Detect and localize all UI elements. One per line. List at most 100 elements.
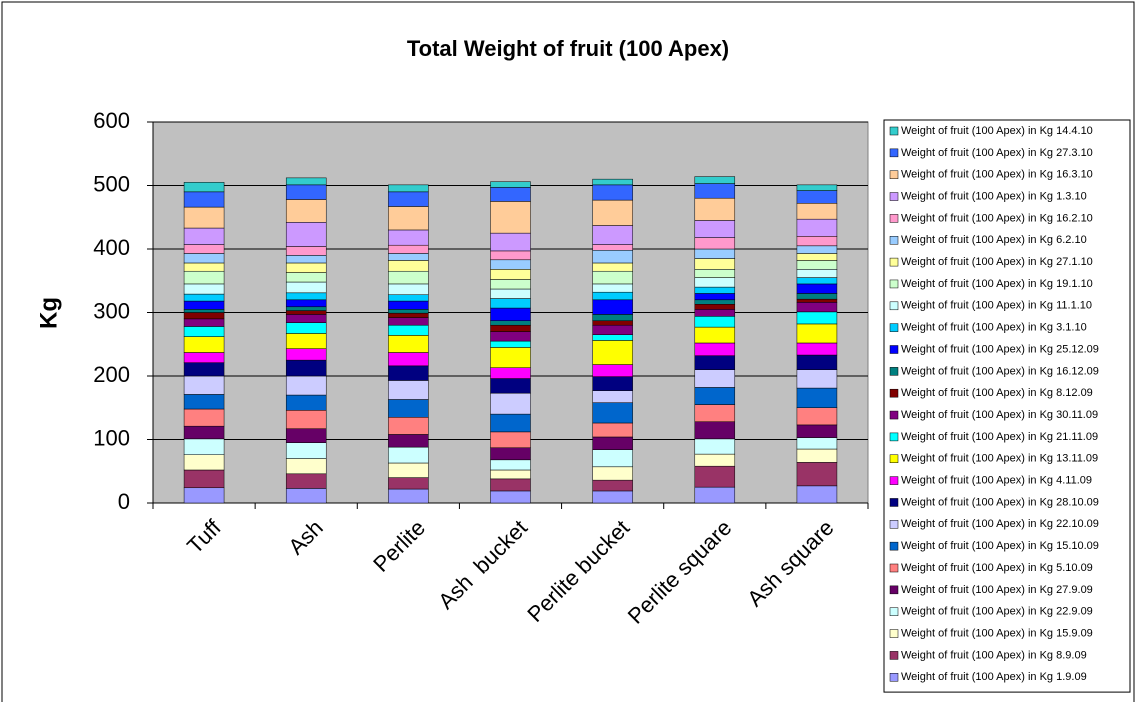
y-tick-label: 600 [93, 108, 130, 133]
bar-segment [285, 488, 327, 504]
bar-segment [490, 490, 531, 504]
bar-segment [694, 421, 736, 440]
bar-segment [592, 324, 633, 335]
legend-swatch [889, 345, 899, 354]
bar-segment [592, 436, 633, 450]
chart-title: Total Weight of fruit (100 Apex) [407, 36, 729, 61]
legend-label: Weight of fruit (100 Apex) in Kg 6.2.10 [901, 234, 1087, 246]
legend-label: Weight of fruit (100 Apex) in Kg 8.12.09 [901, 387, 1093, 399]
bar-segment [592, 490, 633, 504]
bar-segment [490, 288, 531, 299]
legend-label: Weight of fruit (100 Apex) in Kg 13.11.0… [901, 453, 1098, 465]
bar-segment [490, 340, 531, 348]
bar-segment [592, 402, 633, 424]
bar-segment [796, 260, 838, 270]
bar-segment [183, 283, 225, 295]
bar-segment [285, 359, 327, 377]
bar-segment [183, 206, 225, 229]
bar-segment [796, 448, 838, 463]
bar-segment [285, 255, 327, 264]
legend-label: Weight of fruit (100 Apex) in Kg 27.1.10 [901, 256, 1093, 268]
bar-segment [592, 320, 633, 326]
x-tick-label: Perlite bucket [522, 515, 634, 627]
bar-segment [285, 246, 327, 256]
bar-segment [183, 375, 225, 395]
bar-segment [490, 459, 531, 471]
legend-label: Weight of fruit (100 Apex) in Kg 5.10.09 [901, 562, 1093, 574]
bar-segment [285, 281, 327, 294]
bar-segment [388, 300, 429, 310]
bar-segment [388, 244, 429, 254]
bar-segment [694, 316, 736, 328]
bar-segment [796, 277, 838, 285]
bar-segment [694, 269, 736, 278]
bar-segment [388, 380, 429, 400]
bar-segment [490, 250, 531, 261]
legend-swatch [889, 323, 899, 332]
bar-segment [796, 253, 838, 261]
bar-segment [388, 260, 429, 272]
bar-segment [490, 392, 531, 415]
legend-swatch [889, 126, 899, 136]
legend-swatch [889, 651, 899, 660]
x-tick-label: Perlite [368, 515, 430, 577]
bar-segment [183, 352, 225, 363]
bar-segment [694, 183, 736, 199]
legend-label: Weight of fruit (100 Apex) in Kg 16.3.10 [901, 169, 1093, 181]
bar-segment [285, 333, 327, 349]
legend-label: Weight of fruit (100 Apex) in Kg 15.9.09 [901, 627, 1093, 639]
legend-label: Weight of fruit (100 Apex) in Kg 25.12.0… [901, 343, 1099, 355]
bar-segment [490, 431, 531, 449]
legend-swatch [889, 476, 899, 485]
x-tick-label: Ash [283, 515, 327, 559]
y-tick-label: 0 [118, 489, 130, 514]
bar-segment [183, 336, 225, 353]
y-tick-label: 200 [93, 362, 130, 387]
bar-segment [490, 187, 531, 202]
bar-segment [388, 446, 429, 464]
bar-segment [796, 342, 838, 356]
bar-segment [796, 184, 838, 191]
bar-segment [694, 453, 736, 467]
bar-segment [592, 184, 633, 201]
legend-label: Weight of fruit (100 Apex) in Kg 19.1.10 [901, 278, 1093, 290]
legend-label: Weight of fruit (100 Apex) in Kg 30.11.0… [901, 409, 1098, 421]
bar-segment [592, 340, 633, 365]
bar-segment [694, 438, 736, 455]
bar-segment [285, 458, 327, 475]
legend-label: Weight of fruit (100 Apex) in Kg 27.9.09 [901, 584, 1093, 596]
bar-segment [592, 314, 633, 322]
legend-swatch [889, 607, 899, 616]
bar-segment [796, 462, 838, 487]
legend-label: Weight of fruit (100 Apex) in Kg 27.3.10 [901, 147, 1093, 159]
bar-segment [285, 375, 327, 396]
bar-segment [183, 318, 225, 327]
bar-segment [183, 469, 225, 489]
bar-segment [388, 283, 429, 295]
bar-segment [388, 352, 429, 367]
bar-segment [796, 302, 838, 313]
bar-segment [388, 309, 429, 314]
y-tick-label: 300 [93, 298, 130, 323]
bar-segment [796, 283, 838, 294]
bar-segment [285, 177, 327, 186]
bar-segment [694, 309, 736, 317]
x-tick-label: Tuff [182, 514, 226, 558]
legend-swatch [889, 257, 899, 267]
legend-label: Weight of fruit (100 Apex) in Kg 15.10.0… [901, 540, 1099, 552]
bar-segment [285, 322, 327, 334]
bar-segment [592, 244, 633, 251]
bar-segment [592, 449, 633, 468]
legend-swatch [889, 563, 899, 573]
legend-label: Weight of fruit (100 Apex) in Kg 22.9.09 [901, 606, 1093, 618]
bar-segment [490, 279, 531, 290]
legend-label: Weight of fruit (100 Apex) in Kg 21.11.0… [901, 431, 1098, 443]
bar-segment [388, 399, 429, 418]
legend-swatch [889, 214, 899, 223]
bar-segment [285, 442, 327, 459]
bar-segment [490, 307, 531, 322]
bar-segment [796, 298, 838, 303]
bar-segment [592, 283, 633, 293]
bar-segment [285, 310, 327, 315]
legend-swatch [889, 541, 899, 551]
